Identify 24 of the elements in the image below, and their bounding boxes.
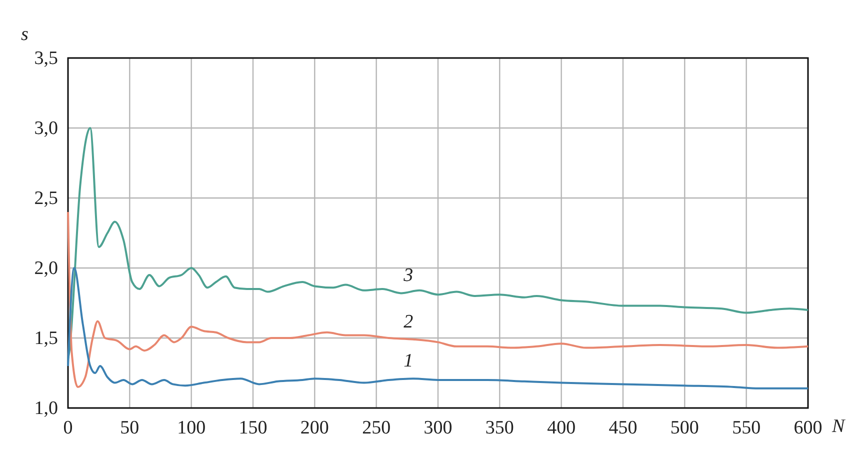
series-label: 3 — [402, 265, 414, 286]
x-tick-label: 200 — [300, 417, 329, 438]
y-tick-label: 1,5 — [34, 328, 58, 350]
series-label: 1 — [404, 350, 414, 372]
x-tick-label: 450 — [608, 417, 638, 438]
x-tick-label: 100 — [177, 417, 206, 438]
y-tick-label: 3,5 — [34, 48, 58, 70]
x-tick-label: 600 — [794, 417, 822, 438]
x-tick-label: 50 — [120, 417, 140, 438]
x-tick-label: 300 — [424, 417, 452, 438]
series-label: 2 — [404, 311, 414, 332]
y-tick-label: 2,0 — [34, 258, 58, 280]
x-tick-label: 400 — [547, 417, 576, 438]
y-axis-title: s — [21, 24, 28, 45]
x-tick-label: 150 — [238, 417, 268, 438]
x-tick-label: 350 — [485, 417, 514, 438]
x-tick-label: 550 — [732, 417, 761, 438]
x-tick-label: 0 — [63, 417, 73, 438]
y-tick-label: 3,0 — [34, 118, 58, 140]
y-tick-label: 1,0 — [34, 398, 58, 420]
x-tick-label: 250 — [362, 417, 391, 438]
y-tick-label: 2,5 — [34, 188, 58, 210]
x-axis-title: N — [831, 416, 846, 437]
x-tick-label: 500 — [670, 417, 699, 438]
